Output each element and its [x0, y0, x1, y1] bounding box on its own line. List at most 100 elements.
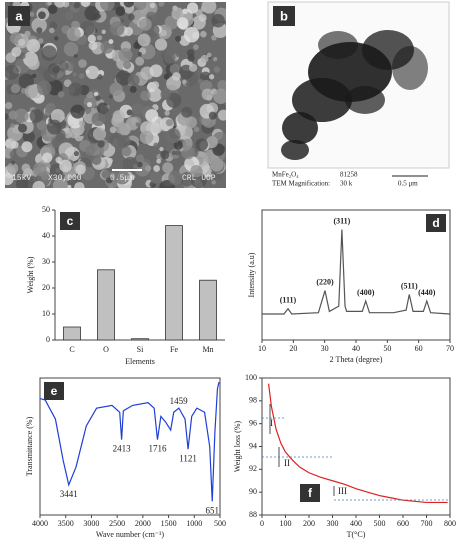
grain [117, 134, 131, 148]
grain [73, 150, 80, 157]
panel-label: f [308, 486, 313, 500]
grain [125, 117, 140, 131]
grain [193, 44, 199, 50]
grain [175, 150, 182, 156]
grain [145, 165, 152, 172]
grain [193, 126, 200, 133]
x-tick-label: Mn [202, 345, 213, 354]
x-tick-label: C [69, 345, 74, 354]
grain [29, 109, 44, 123]
x-tick-label: 3500 [58, 519, 74, 528]
x-axis-title: Elements [125, 357, 155, 366]
grain [63, 41, 79, 57]
peak-label: (111) [280, 296, 297, 305]
y-tick-label: 20 [42, 283, 50, 292]
grain [211, 13, 225, 28]
peak-label: 1121 [179, 453, 197, 463]
grain [5, 64, 19, 80]
bar [165, 225, 183, 341]
grain [26, 39, 41, 53]
panel-label: c [67, 214, 74, 228]
plot-frame [39, 377, 221, 516]
grain [123, 61, 132, 70]
grain [91, 155, 102, 166]
peak-label: (311) [333, 216, 350, 225]
grain [109, 126, 117, 134]
grain [73, 54, 78, 59]
grain [131, 102, 144, 115]
grain [160, 150, 170, 160]
plot-frame [261, 377, 451, 516]
grain [185, 116, 198, 129]
x-tick-label: 2500 [109, 519, 125, 528]
grain [209, 157, 224, 172]
grain [87, 34, 96, 44]
bar [199, 279, 217, 341]
grain [123, 2, 134, 8]
panel-label-box [300, 484, 320, 502]
grain [110, 21, 125, 36]
grain [202, 2, 217, 14]
x-tick-label: 10 [258, 344, 266, 353]
x-tick-label: 70 [446, 344, 454, 353]
grain [118, 47, 133, 62]
grain [14, 108, 29, 123]
tem-particles [281, 30, 428, 160]
sem-caption: 0.5μm [110, 174, 134, 183]
y-axis-title: Weight loss (%) [233, 420, 242, 472]
grain [115, 70, 132, 86]
grain [74, 181, 85, 188]
tem-caption: MnFe₂O₄ [272, 171, 299, 179]
grain [199, 71, 212, 83]
grain [5, 173, 14, 186]
panel-label-box [426, 214, 446, 232]
grain [149, 2, 156, 9]
grain [158, 2, 165, 7]
grain [36, 27, 43, 34]
peak-label: (440) [418, 288, 436, 297]
grain [137, 33, 151, 47]
grain [70, 104, 85, 119]
y-tick-label: 10 [42, 309, 50, 318]
grain [135, 154, 145, 163]
grain [161, 50, 166, 56]
stage-label: III [338, 486, 347, 496]
grain [171, 7, 185, 20]
grain [19, 52, 26, 60]
grain [190, 164, 203, 178]
grain [139, 130, 154, 145]
grain [134, 2, 147, 11]
grain [101, 170, 111, 179]
x-tick-label: 50 [383, 344, 391, 353]
grain [163, 51, 176, 64]
grain [32, 180, 46, 188]
x-tick-label: 1000 [186, 519, 202, 528]
grain [206, 52, 212, 58]
grain [195, 138, 208, 151]
grain [11, 46, 22, 57]
grain [127, 74, 140, 87]
grain [175, 35, 182, 42]
grain [64, 11, 74, 20]
sem-caption: 15kV [12, 174, 31, 183]
x-tick-label: 700 [421, 519, 433, 528]
x-tick-label: 800 [444, 519, 456, 528]
y-tick-label: 92 [249, 464, 257, 473]
grain [5, 113, 9, 121]
data-line [39, 381, 220, 502]
grain [208, 74, 215, 80]
x-tick-label: Si [137, 345, 144, 354]
grain [84, 5, 100, 21]
panel-label: e [51, 384, 58, 398]
grain [133, 41, 141, 50]
sem-caption: X30,000 [48, 174, 82, 183]
grain [139, 17, 152, 31]
grain [88, 41, 98, 51]
grain [198, 78, 204, 84]
grain [18, 123, 28, 133]
panel-label: d [432, 216, 439, 230]
grain [211, 34, 217, 41]
sem-caption: CRL UOP [182, 174, 216, 183]
grain [91, 112, 106, 127]
